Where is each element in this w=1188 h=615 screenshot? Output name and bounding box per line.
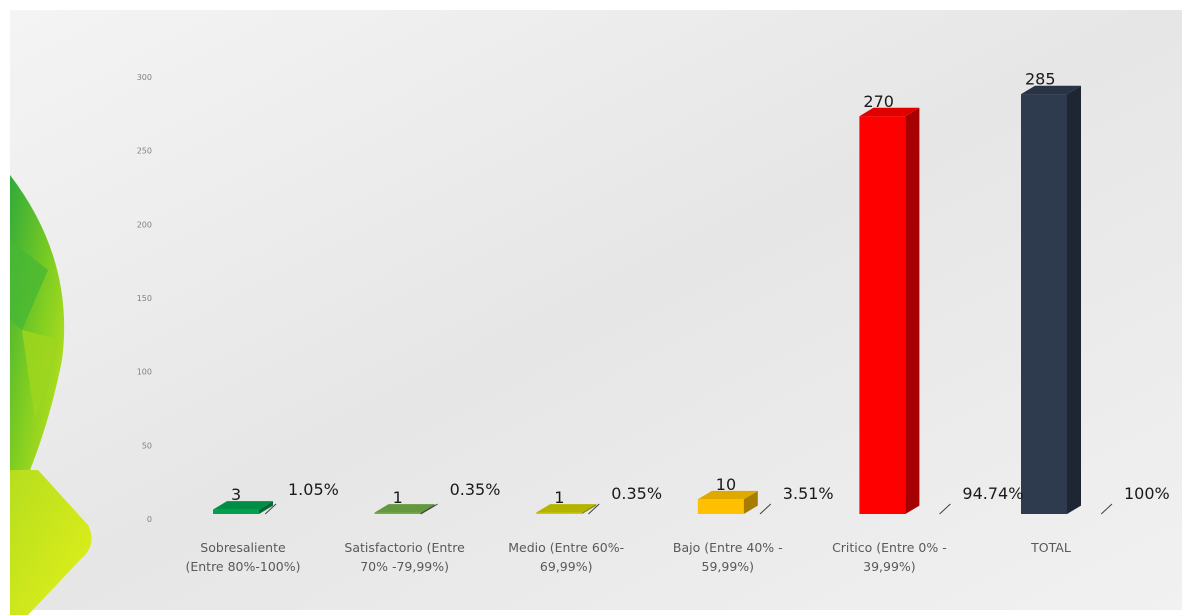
y-tick-label: 200 xyxy=(137,220,152,229)
leader-line xyxy=(588,503,600,515)
category-label: Bajo (Entre 40% - xyxy=(673,540,783,555)
bars xyxy=(213,85,1081,515)
decorative-leaf-shape xyxy=(10,175,92,615)
leaf-green-shape xyxy=(10,175,65,470)
category-label: Medio (Entre 60%- xyxy=(508,540,624,555)
leader-line xyxy=(264,503,277,515)
y-tick-label: 250 xyxy=(137,147,152,156)
bar-top xyxy=(374,504,435,513)
percent-label: 94.74% xyxy=(962,484,1023,503)
leaf-facet-shape xyxy=(10,240,48,330)
bar-side xyxy=(743,490,758,514)
bar-front xyxy=(374,512,421,514)
value-label: 1 xyxy=(554,488,564,507)
category-label: 59,99%) xyxy=(702,559,755,574)
category-label: 39,99%) xyxy=(863,559,916,574)
value-label: 270 xyxy=(863,92,894,111)
leaf-yellow-shape xyxy=(10,470,92,615)
bar-side xyxy=(582,504,597,514)
leader-line xyxy=(939,503,951,515)
bar-front xyxy=(536,512,583,514)
bar-side xyxy=(905,107,920,515)
category-label: Satisfactorio (Entre xyxy=(344,540,465,555)
percent-label: 0.35% xyxy=(611,484,662,503)
percent-label: 0.35% xyxy=(450,480,501,499)
bar-top xyxy=(859,107,920,117)
y-tick-label: 300 xyxy=(137,73,152,82)
bar-3d xyxy=(213,501,273,514)
y-tick-label: 50 xyxy=(142,441,152,450)
bar-3d xyxy=(859,107,920,515)
data-labels: 3 1.05% 1 0.35% 1 0.35% 10 3.51% 270 94.74% 285 100… xyxy=(231,70,1170,507)
bar-3d xyxy=(536,504,597,514)
leader-lines xyxy=(264,503,1113,515)
percent-label: 3.51% xyxy=(783,484,834,503)
category-label: (Entre 80%-100%) xyxy=(185,559,300,574)
percent-label: 100% xyxy=(1124,484,1170,503)
bar-front xyxy=(859,116,906,514)
bar-top xyxy=(536,504,597,513)
bar-top xyxy=(697,490,758,500)
bar-side xyxy=(259,501,273,514)
category-label: TOTAL xyxy=(1030,540,1071,555)
y-tick-label: 150 xyxy=(137,294,152,303)
value-label: 3 xyxy=(231,485,241,504)
category-label: Critico (Entre 0% - xyxy=(832,540,947,555)
bar-side xyxy=(1067,85,1081,514)
value-label: 10 xyxy=(716,475,736,494)
bar-top xyxy=(1021,85,1081,95)
category-label: Sobresaliente xyxy=(200,540,286,555)
bar-3d xyxy=(697,490,758,514)
y-tick-label: 0 xyxy=(147,515,152,524)
category-label: 70% -79,99%) xyxy=(360,559,449,574)
leader-line xyxy=(1100,503,1113,515)
bar-3d xyxy=(1021,85,1081,514)
value-label: 285 xyxy=(1025,70,1056,89)
leaf-facet-shape xyxy=(22,330,60,420)
leader-line xyxy=(759,503,772,515)
bar-front xyxy=(697,499,744,514)
y-tick-label: 100 xyxy=(137,368,152,377)
bar-front xyxy=(213,509,259,514)
leader-line xyxy=(420,503,438,515)
value-label: 1 xyxy=(393,488,403,507)
x-axis: Sobresaliente (Entre 80%-100%) Satisfactor… xyxy=(185,540,1070,574)
y-axis: 0 50 100 150 200 250 300 xyxy=(137,73,152,524)
bar-top xyxy=(213,501,273,510)
bar-front xyxy=(1021,94,1067,514)
percent-label: 1.05% xyxy=(288,480,339,499)
plot-background xyxy=(10,10,1182,610)
category-label: 69,99%) xyxy=(540,559,593,574)
